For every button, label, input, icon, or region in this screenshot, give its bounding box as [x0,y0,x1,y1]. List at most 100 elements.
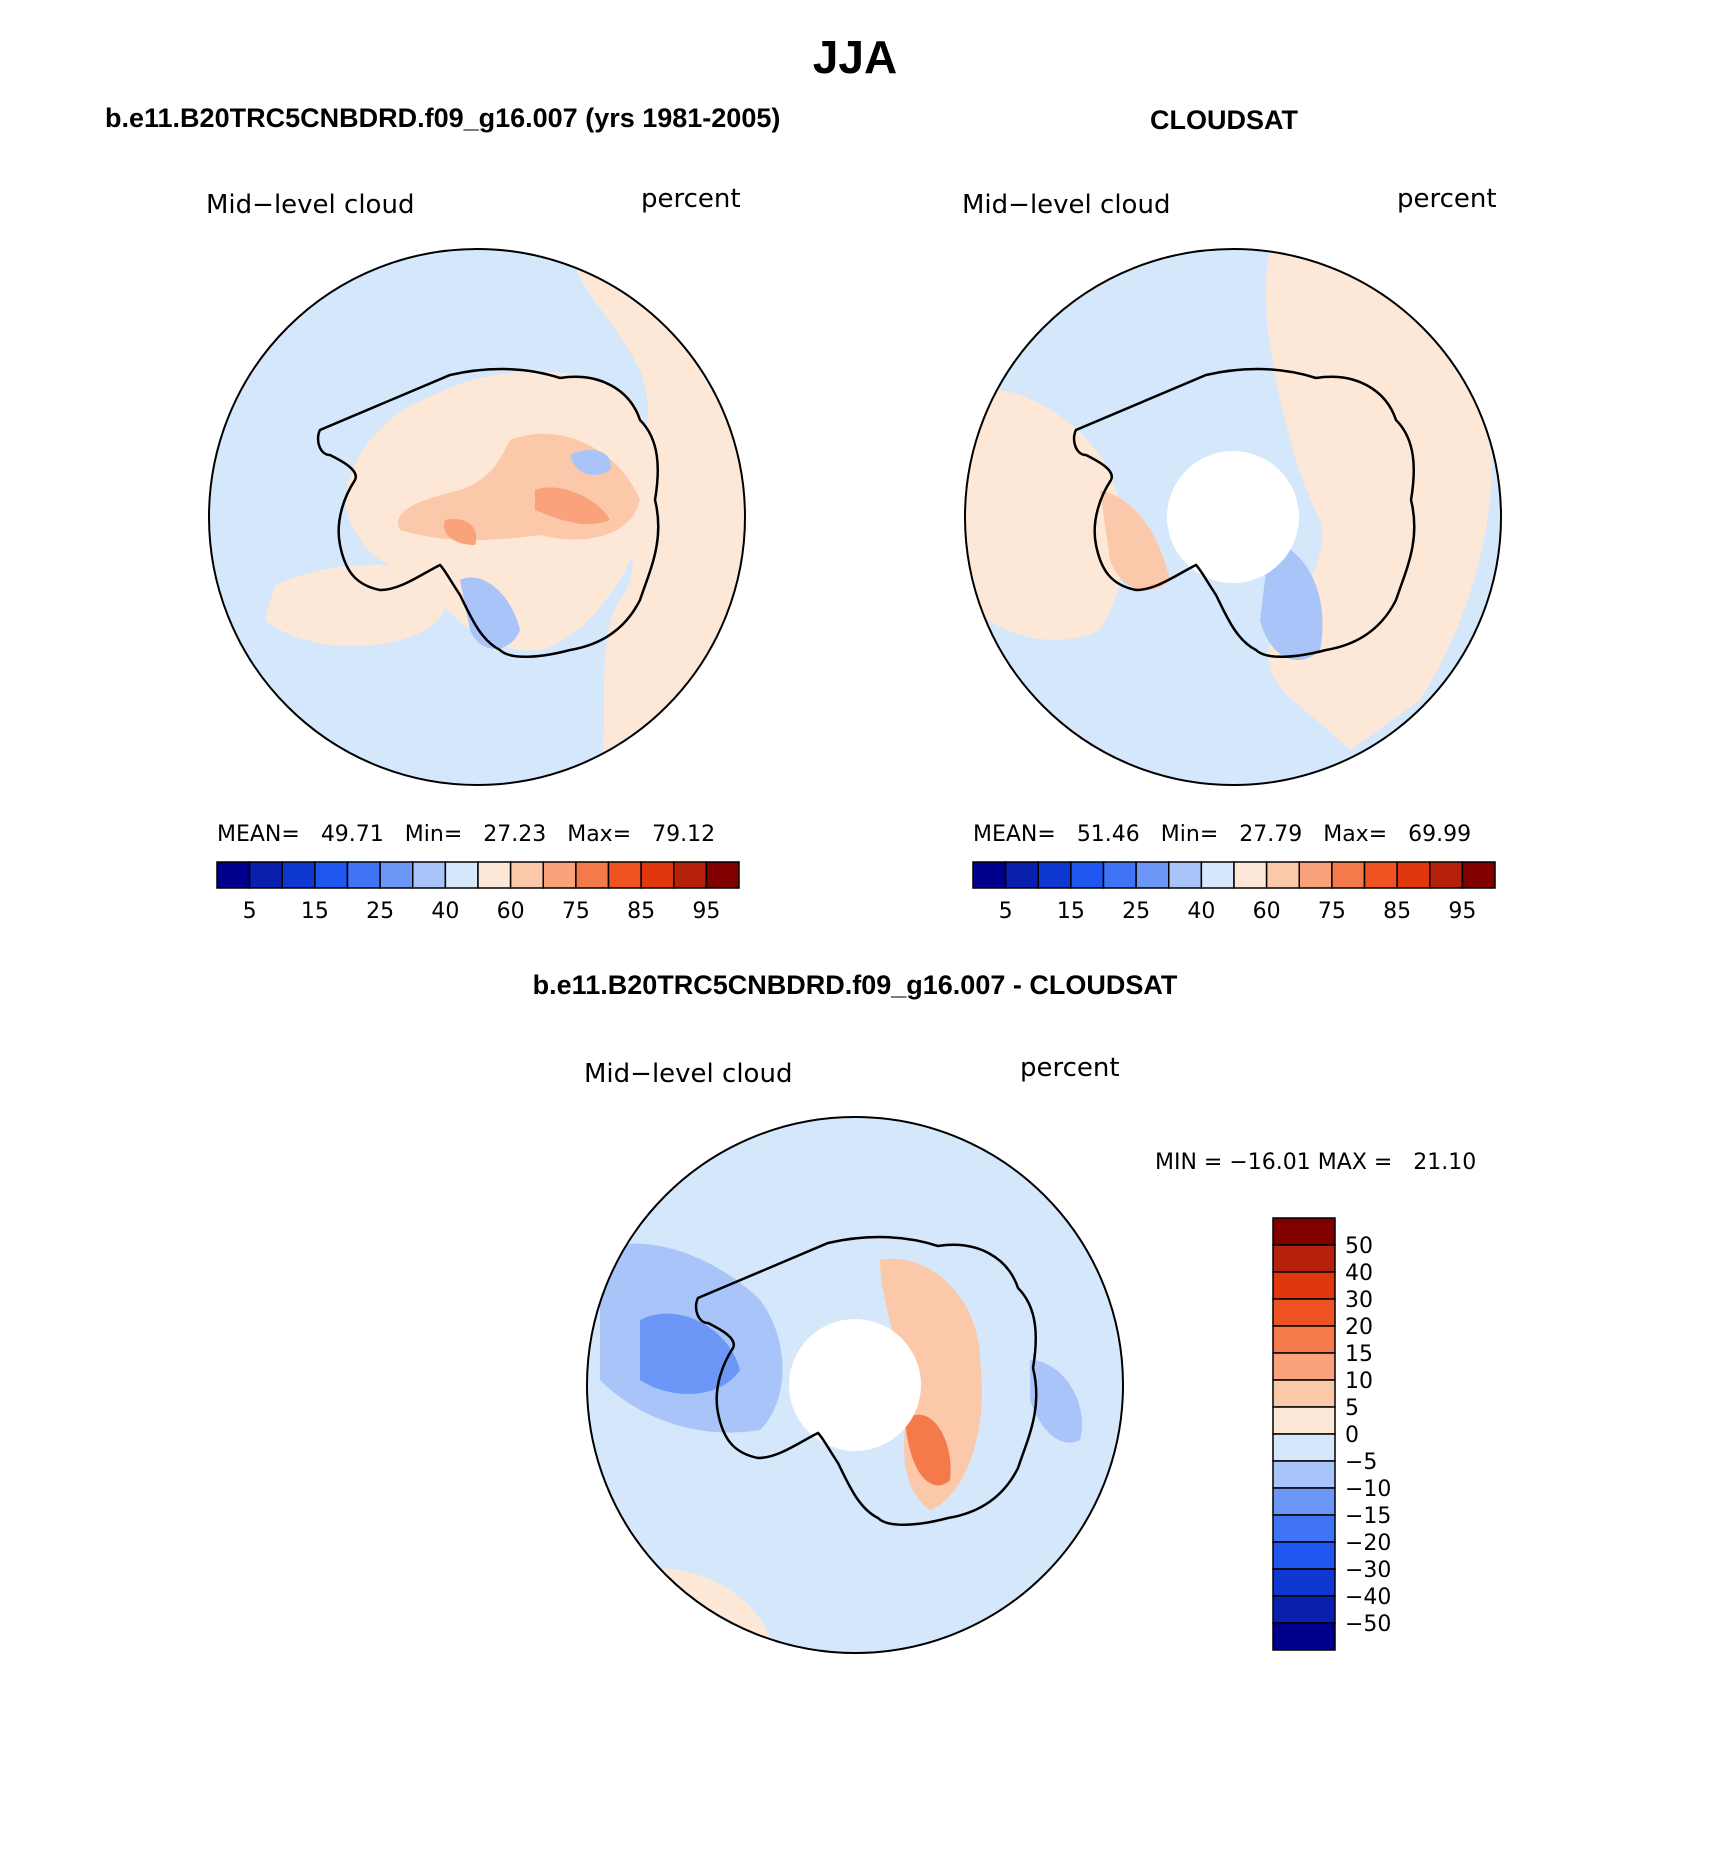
diff-colorbar-tick-label: 20 [1345,1315,1373,1340]
diff-map-border [586,1116,1124,1654]
diff-antarctica-coastline [694,1235,1038,1526]
diff-colorbar-box [1272,1406,1336,1435]
diff-colorbar-box [1272,1514,1336,1543]
obs-map-border [964,248,1502,786]
model-max-region-2 [444,519,477,545]
obs-colorbar-box [1429,861,1464,889]
diff-colorbar-tick-label: −5 [1345,1450,1377,1475]
model-min-label: Min= [404,822,463,847]
diff-panel-title: b.e11.B20TRC5CNBDRD.f09_g16.007 - CLOUDS… [532,970,1178,1000]
model-max-label: Max= [567,822,632,847]
left-panel-title: b.e11.B20TRC5CNBDRD.f09_g16.007 (yrs 198… [105,103,781,133]
diff-colorbar-tick-label: 5 [1345,1396,1359,1421]
obs-colorbar-box [1037,861,1072,889]
obs-colorbar-tick-label: 15 [1057,899,1085,924]
obs-colorbar-box [1461,861,1496,889]
diff-max-value: 21.10 [1413,1150,1477,1175]
model-colorbar-box [379,861,414,889]
obs-colorbar-tick-label: 75 [1318,899,1346,924]
obs-polar-gap [1167,451,1299,583]
diff-colorbar-box [1272,1325,1336,1354]
obs-max-label: Max= [1323,822,1388,847]
model-colorbar-tick-label: 15 [301,899,329,924]
diff-colorbar-box [1272,1244,1336,1273]
diff-colorbar-tick-label: −10 [1345,1477,1391,1502]
obs-map [964,248,1502,786]
diff-map [586,1116,1124,1654]
model-max-region-1 [535,487,610,525]
obs-colorbar-box [1233,861,1268,889]
model-colorbar-box [607,861,642,889]
model-variable-label: Mid−level cloud [206,190,415,220]
obs-colorbar-tick-label: 25 [1122,899,1150,924]
obs-antarctica-coastline [1072,367,1416,658]
obs-min-label: Min= [1160,822,1219,847]
diff-max-label: MAX = [1317,1150,1393,1175]
diff-warm-region-2 [905,1414,951,1486]
obs-stats: MEAN= 51.46 Min= 27.79 Max= 69.99 [973,822,1471,847]
diff-colorbar-tick-label: −50 [1345,1612,1391,1637]
obs-colorbar-box [1200,861,1235,889]
model-colorbar-tick-label: 75 [562,899,590,924]
obs-colorbar-box [1004,861,1039,889]
model-colorbar-box [248,861,283,889]
model-colorbar: 5 15 25 40 60 75 85 95 [216,861,740,924]
model-warm-region-east [575,268,745,785]
model-colorbar-box [412,861,447,889]
model-max-value: 79.12 [652,822,716,847]
model-colorbar-tick-label: 60 [497,899,525,924]
obs-warmer-region [1100,490,1170,591]
diff-colorbar-box [1272,1460,1336,1489]
obs-colorbar-tick-label: 95 [1448,899,1476,924]
diff-colorbar-box [1272,1352,1336,1381]
diff-min-label: MIN = [1155,1150,1223,1175]
diff-colorbar-box [1272,1487,1336,1516]
model-colorbar-tick-label: 40 [431,899,459,924]
diff-cool-region-2 [640,1313,740,1394]
model-min-value: 27.23 [483,822,547,847]
diff-colorbar-box [1272,1298,1336,1327]
model-colorbar-box [281,861,316,889]
model-colorbar-box [216,861,251,889]
obs-colorbar-box [1331,861,1366,889]
model-colorbar-tick-label: 5 [243,899,257,924]
diff-colorbar-box [1272,1595,1336,1624]
model-colorbar-box [314,861,349,889]
diff-colorbar-tick-label: −40 [1345,1585,1391,1610]
obs-colorbar-tick-label: 5 [999,899,1013,924]
diff-colorbar-tick-label: 10 [1345,1369,1373,1394]
diff-colorbar-tick-label: 40 [1345,1261,1373,1286]
right-panel-title: CLOUDSAT [1150,105,1298,135]
model-cool-region-2 [570,450,611,475]
diff-colorbar-tick-label: −20 [1345,1531,1391,1556]
obs-variable-label: Mid−level cloud [962,190,1171,220]
diff-warm-region-1 [880,1258,982,1510]
model-colorbar-box [673,861,708,889]
diff-colorbar-tick-label: 15 [1345,1342,1373,1367]
model-cool-region-1 [460,577,520,649]
obs-colorbar-box [972,861,1007,889]
diff-colorbar-tick-label: −15 [1345,1504,1391,1529]
diff-colorbar-box [1272,1271,1336,1300]
diff-min-value: −16.01 [1229,1150,1311,1175]
obs-cool-region [1260,540,1323,660]
obs-mean-value: 51.46 [1076,822,1140,847]
diff-stats: MIN = −16.01 MAX = 21.10 [1155,1150,1476,1175]
model-colorbar-box [705,861,740,889]
obs-units-label: percent [1397,184,1497,214]
obs-colorbar-box [1102,861,1137,889]
diff-colorbar-box [1272,1433,1336,1462]
obs-colorbar-box [1396,861,1431,889]
obs-colorbar-tick-label: 60 [1253,899,1281,924]
page-title: JJA [812,31,898,83]
model-colorbar-box [509,861,544,889]
diff-colorbar-tick-label: 0 [1345,1423,1359,1448]
diff-colorbar-tick-label: 50 [1345,1234,1373,1259]
model-map-border [208,248,746,786]
model-stats: MEAN= 49.71 Min= 27.23 Max= 79.12 [217,822,715,847]
model-mean-label: MEAN= [217,822,300,847]
model-antarctica-coastline [316,367,660,658]
obs-colorbar-box [1070,861,1105,889]
model-mean-value: 49.71 [320,822,384,847]
